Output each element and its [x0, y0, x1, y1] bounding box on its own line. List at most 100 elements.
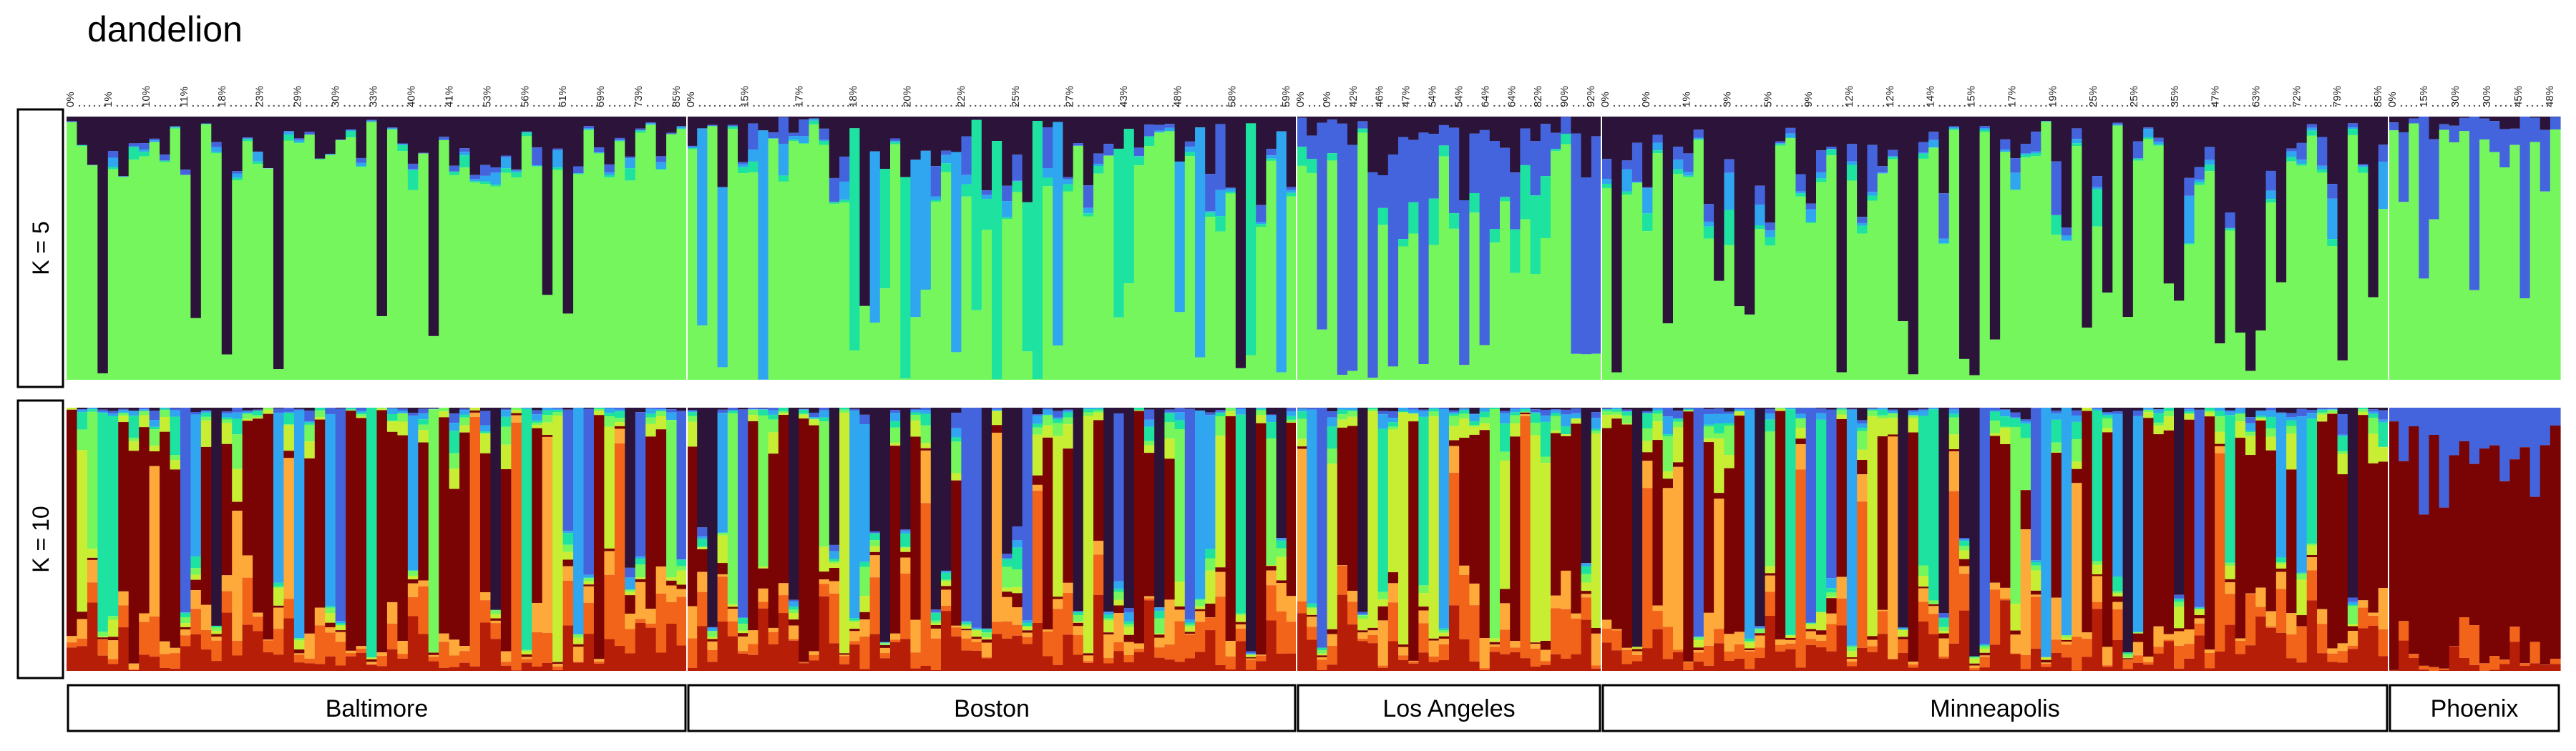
k10-bar-segment: [655, 411, 667, 416]
k10-bar-segment: [1053, 423, 1063, 436]
k5-bar-segment: [1662, 117, 1674, 324]
k10-bar-segment: [920, 413, 932, 426]
k10-bar-segment: [200, 420, 212, 447]
k10-bar-segment: [1286, 622, 1297, 654]
k5-bar-segment: [2061, 240, 2072, 241]
k10-bar-segment: [1989, 589, 2001, 645]
tick-dot: [925, 104, 927, 107]
k10-bar-segment: [2368, 612, 2379, 616]
k10-bar-segment: [1979, 657, 1991, 668]
k10-bar-segment: [107, 616, 119, 620]
k10-bar-segment: [2031, 570, 2041, 591]
tick-dot: [278, 104, 280, 107]
k10-bar-segment: [2317, 609, 2328, 624]
k5-bar-segment: [1002, 117, 1013, 186]
k5-bar-segment: [1053, 122, 1063, 346]
k5-bar-segment: [2174, 117, 2185, 301]
k5-bar-segment: [200, 123, 212, 124]
k5-bar-segment: [1918, 142, 1929, 153]
tick-dot: [1719, 104, 1722, 107]
tick-dot: [1872, 104, 1875, 107]
k10-bar-segment: [77, 619, 88, 639]
k5-bar-segment: [2194, 117, 2205, 167]
tick-dot: [1755, 104, 1757, 107]
k5-bar-segment: [2540, 117, 2551, 130]
k10-bar-segment: [2265, 408, 2277, 411]
k10-bar-segment: [1755, 626, 1766, 628]
k10-bar-segment: [2439, 670, 2450, 671]
k5-bar-segment: [1826, 155, 1838, 380]
k10-bar-segment: [1888, 436, 1898, 659]
k10-bar-segment: [961, 408, 972, 622]
k10-bar-segment: [2459, 617, 2470, 658]
k10-bar-segment: [789, 625, 799, 639]
k10-bar-segment: [1327, 634, 1338, 647]
k10-bar-segment: [1611, 650, 1623, 671]
k5-bar-segment: [335, 140, 346, 380]
tick-dot: [364, 104, 366, 107]
tick-dot: [1958, 104, 1961, 107]
k5-bar-segment: [573, 117, 585, 167]
k10-bar-segment: [799, 413, 809, 415]
k10-bar-segment: [1317, 655, 1328, 657]
k10-bar-segment: [2378, 588, 2389, 629]
population-label: Phoenix: [2431, 695, 2519, 722]
k10-bar-segment: [981, 408, 992, 629]
k10-bar-segment: [900, 573, 911, 639]
k10-bar-segment: [1093, 594, 1104, 671]
k10-bar-segment: [87, 582, 98, 603]
k5-bar-segment: [1724, 210, 1735, 245]
tick-dot: [1654, 104, 1656, 107]
k10-bar-segment: [1631, 649, 1643, 652]
k10-bar-segment: [1530, 666, 1541, 671]
k10-bar-segment: [573, 634, 585, 638]
k10-bar-segment: [273, 408, 285, 413]
k10-bar-segment: [1398, 644, 1409, 647]
k10-bar-segment: [1327, 629, 1338, 634]
tick-dot: [83, 104, 86, 107]
k5-bar-segment: [1133, 165, 1145, 380]
tick-dot: [293, 104, 295, 107]
k10-bar-segment: [2469, 463, 2480, 626]
k10-bar-segment: [1581, 582, 1592, 592]
k10-bar-segment: [1928, 634, 1940, 671]
k10-bar-segment: [480, 600, 492, 623]
k10-bar-segment: [2368, 413, 2379, 418]
k10-bar-segment: [397, 435, 409, 642]
k10-bar-segment: [542, 436, 553, 633]
k10-bar-segment: [1551, 416, 1561, 431]
k10-bar-segment: [625, 592, 636, 596]
k10-bar-segment: [2204, 408, 2215, 411]
k5-bar-segment: [304, 134, 316, 380]
k5-bar-segment: [1012, 117, 1023, 155]
k10-bar-segment: [1621, 408, 1633, 410]
k10-bar-segment: [1449, 408, 1460, 411]
k5-bar-segment: [1601, 179, 1612, 184]
k10-bar-segment: [2051, 652, 2062, 671]
k10-bar-segment: [1043, 408, 1053, 410]
k10-bar-segment: [1408, 661, 1419, 664]
k5-bar-segment: [2051, 161, 2062, 215]
k5-bar-segment: [1765, 245, 1776, 380]
k5-bar-segment: [1621, 160, 1633, 170]
k5-bar-segment: [2143, 129, 2155, 137]
k5-bar-segment: [1877, 172, 1888, 174]
k10-bar-segment: [2061, 635, 2072, 638]
k10-bar-segment: [1551, 431, 1561, 433]
k5-bar-segment: [2368, 117, 2379, 298]
k10-bar-segment: [1693, 647, 1704, 650]
k5-bar-segment: [2051, 235, 2062, 380]
k5-bar-segment: [789, 136, 799, 140]
k5-bar-segment: [2317, 170, 2328, 173]
k10-bar-segment: [1205, 630, 1216, 671]
k10-bar-segment: [1561, 609, 1571, 659]
k5-bar-segment: [573, 174, 585, 380]
k10-bar-segment: [1621, 424, 1633, 648]
k10-bar-segment: [439, 417, 450, 634]
k10-bar-segment: [1805, 622, 1817, 624]
k10-bar-segment: [2132, 662, 2144, 671]
k10-bar-segment: [879, 647, 891, 654]
k10-bar-segment: [1642, 411, 1654, 413]
k10-bar-segment: [1083, 661, 1094, 663]
tick-label: 42%: [1347, 86, 1360, 107]
